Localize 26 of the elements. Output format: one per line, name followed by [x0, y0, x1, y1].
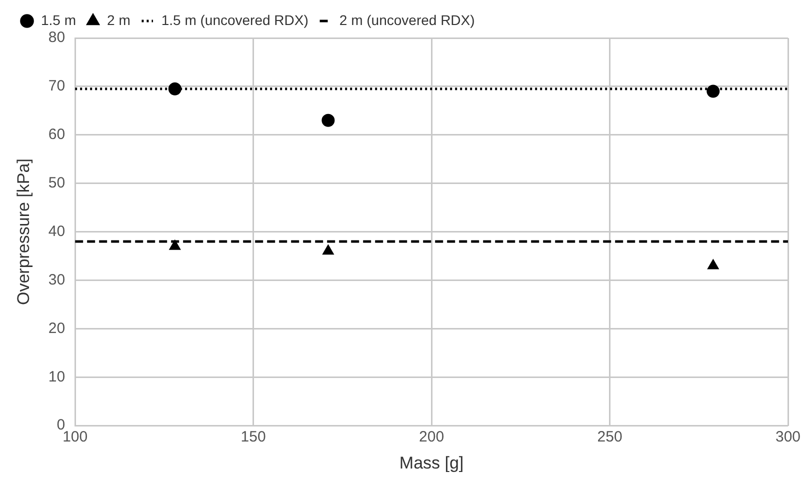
- y-tick-label: 70: [48, 78, 66, 95]
- x-tick-label: 250: [597, 428, 622, 446]
- legend-label: 2 m: [107, 12, 130, 28]
- x-tick-label: 200: [419, 428, 444, 446]
- point: [322, 114, 335, 127]
- y-tick-label: 0: [56, 416, 66, 434]
- x-axis-title: Mass [g]: [399, 453, 464, 472]
- legend-label: 1.5 m (uncovered RDX): [161, 12, 308, 28]
- y-tick-label: 10: [48, 368, 66, 386]
- y-tick-label: 20: [48, 320, 66, 337]
- point: [707, 259, 719, 270]
- point: [169, 240, 181, 250]
- legend-label: 1.5 m: [41, 12, 76, 28]
- y-tick-label: 40: [48, 222, 66, 240]
- y-tick-label: 80: [48, 29, 66, 46]
- point: [706, 84, 720, 98]
- y-axis-title: Overpressure [kPa]: [14, 158, 33, 306]
- point: [168, 82, 182, 96]
- x-tick-label: 100: [62, 428, 88, 446]
- x-tick-label: 150: [240, 428, 266, 446]
- y-tick-label: 60: [48, 126, 66, 144]
- x-tick-label: 300: [775, 428, 801, 446]
- y-tick-label: 30: [48, 271, 66, 288]
- y-tick-label: 50: [48, 174, 66, 192]
- legend-label: 2 m (uncovered RDX): [339, 12, 475, 28]
- point: [322, 244, 334, 255]
